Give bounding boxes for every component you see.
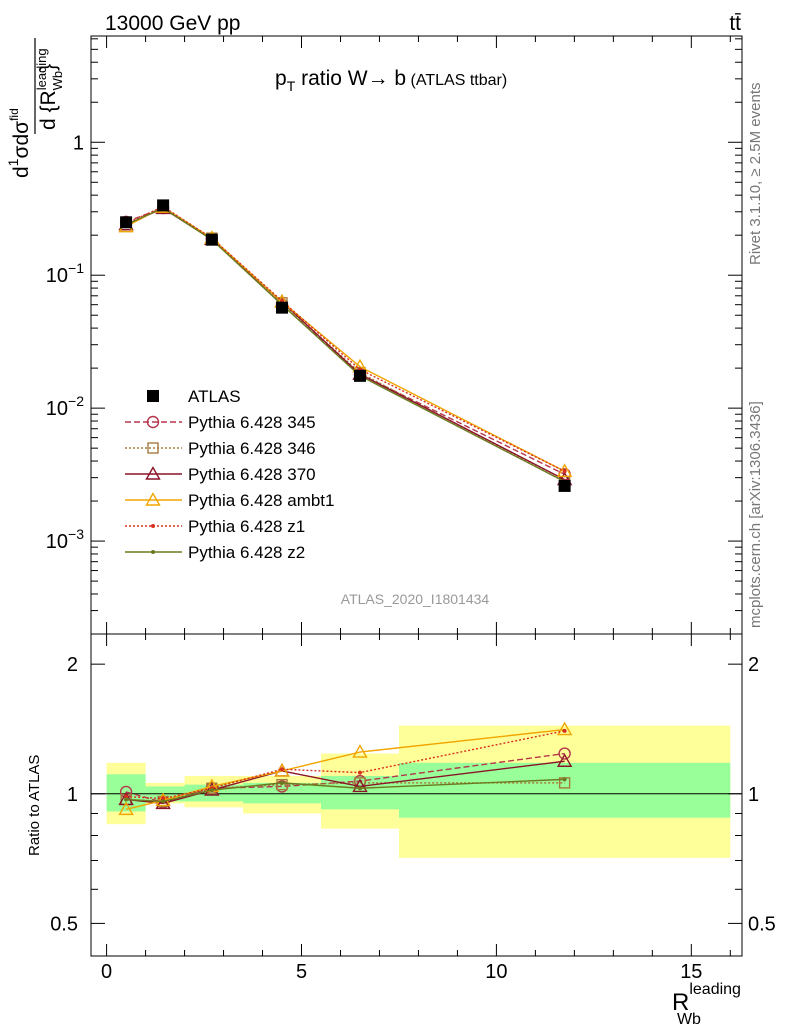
x-tick-label: 5 [296, 961, 307, 983]
ratio-point-pythia-6-428-370 [352, 778, 368, 793]
legend-label-atlas: ATLAS [188, 387, 241, 406]
ratio-point-pythia-6-428-ambt1 [556, 721, 573, 736]
ratio-band-inner [398, 762, 731, 818]
top-y-tick-label: 10−2 [46, 393, 84, 420]
ratio-point-pythia-6-428-z1 [357, 770, 362, 775]
mcplots-label: mcplots.cern.ch [arXiv:1306.3436] [747, 401, 764, 628]
ratio-line-pythia-6-428-z1 [126, 730, 565, 800]
ratio-point-pythia-6-428-370 [155, 795, 171, 810]
bottom-y-tick-label: 0.5 [50, 913, 78, 935]
ratio-point-pythia-6-428-345 [558, 747, 571, 760]
ratio-point-pythia-6-428-370 [556, 753, 573, 767]
legend-label-pythia-6-428-z2: Pythia 6.428 z2 [188, 543, 305, 562]
bottom-series-group [118, 721, 573, 816]
ratio-point-pythia-6-428-z1 [280, 767, 285, 772]
top-point-pythia-6-428-ambt1 [556, 463, 573, 477]
top-y-tick-labels: 1 10−1 10−2 10−3 [46, 132, 84, 553]
ratio-point-pythia-6-428-z2 [357, 786, 362, 791]
top-point-atlas [276, 301, 289, 314]
ratio-point-pythia-6-428-z1 [124, 794, 129, 799]
bottom-y-tick-label-right: 2 [748, 654, 759, 676]
ratio-point-pythia-6-428-ambt1 [352, 744, 368, 758]
top-point-atlas [157, 199, 170, 212]
bottom-y-tick-label: 2 [67, 654, 78, 676]
legend-marker-pythia-6-428-ambt1 [145, 492, 161, 506]
ratio-point-pythia-6-428-z2 [124, 797, 129, 802]
top-line-pythia-6-428-345 [125, 207, 565, 475]
top-point-atlas [205, 233, 218, 246]
top-point-atlas [120, 216, 133, 229]
legend: ATLAS Pythia 6.428 345 Pythia 6.428 346 Pyt… [125, 387, 334, 562]
top-line-pythia-6-428-z1 [125, 205, 565, 472]
legend-label-pythia-6-428-346: Pythia 6.428 346 [188, 439, 316, 458]
top-y-label-numerator: d1σdσfid [5, 108, 33, 178]
x-tick-labels: 0 5 10 15 [101, 961, 702, 983]
legend-marker-pythia-6-428-370 [145, 466, 161, 480]
top-y-tick-label: 1 [73, 132, 84, 154]
bottom-axis-ticks [91, 634, 742, 956]
top-axis-ticks [91, 36, 742, 635]
top-panel: 1 10−1 10−2 10−3 pT ratio W→ b (ATLAS ttbar… [46, 35, 743, 635]
bottom-y-tick-labels: 0.5 0.5 1 1 2 2 [50, 654, 776, 935]
ratio-line-pythia-6-428-z2 [126, 778, 565, 803]
ratio-point-pythia-6-428-z2 [209, 788, 214, 793]
top-point-pythia-6-428-z1 [562, 469, 567, 474]
top-series-group [118, 199, 573, 492]
top-y-tick-label: 10−1 [46, 260, 84, 287]
top-point-atlas [353, 369, 366, 382]
ratio-line-pythia-6-428-370 [126, 760, 565, 805]
bottom-y-axis-label: Ratio to ATLAS [26, 755, 43, 856]
bottom-y-tick-label: 1 [67, 784, 78, 806]
x-axis-label: Rleading Wb [672, 981, 741, 1024]
ratio-point-pythia-6-428-ambt1 [155, 792, 171, 807]
ratio-point-pythia-6-428-z2 [280, 780, 285, 785]
chart-title: pT ratio W→ b (ATLAS ttbar) [275, 67, 507, 94]
top-y-label-denominator: d {RleadingWb} [34, 48, 65, 130]
x-tick-label: 10 [485, 961, 507, 983]
ratio-point-pythia-6-428-z1 [562, 728, 567, 733]
legend-marker-pythia-6-428-345 [146, 415, 160, 429]
top-y-axis-label: d1σdσfid d {RleadingWb} [5, 38, 65, 178]
legend-marker-pythia-6-428-346 [147, 442, 159, 454]
ratio-point-pythia-6-428-346 [276, 778, 288, 791]
legend-label-pythia-6-428-345: Pythia 6.428 345 [188, 413, 316, 432]
bottom-y-tick-label-right: 1 [748, 784, 759, 806]
legend-marker-pythia-6-428-z2 [151, 550, 155, 554]
bottom-y-tick-label-right: 0.5 [748, 913, 776, 935]
x-tick-label: 15 [680, 961, 702, 983]
header-energy-label: 13000 GeV pp [105, 12, 240, 35]
ratio-point-pythia-6-428-z2 [562, 777, 567, 782]
top-line-pythia-6-428-z2 [125, 207, 565, 483]
legend-label-pythia-6-428-z1: Pythia 6.428 z1 [188, 517, 305, 536]
legend-marker-pythia-6-428-z1 [151, 524, 155, 528]
top-point-atlas [558, 479, 571, 492]
ratio-band-inner [243, 782, 321, 804]
legend-marker-atlas [147, 390, 159, 402]
analysis-id-label: ATLAS_2020_I1801434 [341, 591, 490, 607]
legend-label-pythia-6-428-370: Pythia 6.428 370 [188, 465, 316, 484]
ratio-point-pythia-6-428-ambt1 [118, 801, 134, 816]
legend-label-pythia-6-428-ambt1: Pythia 6.428 ambt1 [188, 491, 334, 510]
bottom-panel-frame [90, 633, 743, 957]
x-tick-label: 0 [101, 961, 112, 983]
ratio-line-pythia-6-428-ambt1 [125, 728, 565, 811]
header-process-label: tt̄ [729, 12, 741, 35]
bottom-panel: 0.5 0.5 1 1 2 2 0 5 10 15 [50, 633, 776, 983]
rivet-version-label: Rivet 3.1.10, ≥ 2.5M events [747, 83, 764, 266]
ratio-point-pythia-6-428-370 [118, 791, 134, 806]
ratio-point-pythia-6-428-z2 [161, 799, 166, 804]
ratio-point-pythia-6-428-z1 [161, 796, 166, 801]
top-y-tick-label: 10−3 [46, 526, 84, 553]
